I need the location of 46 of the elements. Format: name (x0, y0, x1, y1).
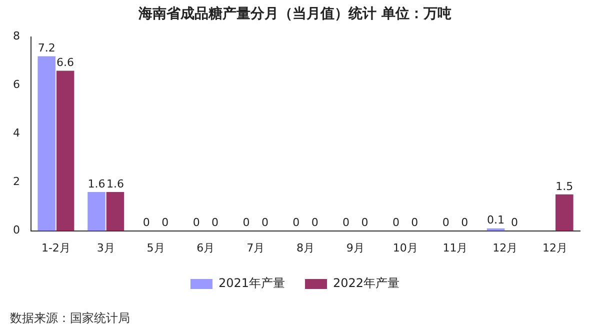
y-tick-label: 0 (13, 224, 20, 237)
x-tick-label: 8月 (296, 241, 314, 254)
data-label: 1.6 (106, 177, 124, 190)
data-label: 0 (242, 216, 250, 230)
x-tick-label: 7月 (246, 241, 265, 254)
x-tick-label: 11月 (442, 241, 468, 254)
data-label: 1.5 (556, 180, 574, 193)
bar (556, 194, 574, 231)
data-label: 0 (442, 216, 450, 230)
data-label: 0 (311, 216, 318, 230)
y-tick-label: 4 (13, 126, 20, 140)
x-tick-label: 12月 (492, 241, 518, 254)
bar (88, 192, 106, 231)
legend-label: 2022年产量 (333, 276, 400, 290)
bar (56, 70, 74, 231)
x-tick-label: 1-2月 (41, 241, 70, 254)
data-label: 0 (510, 216, 518, 230)
data-label: 0 (392, 216, 400, 230)
data-label: 0 (292, 216, 300, 230)
data-label: 0 (192, 216, 200, 230)
x-tick-label: 5月 (146, 241, 165, 254)
data-label: 1.6 (88, 177, 106, 190)
bar (38, 56, 56, 231)
data-label: 0 (411, 216, 418, 230)
data-label: 7.2 (38, 42, 56, 55)
legend-label: 2021年产量 (218, 276, 286, 290)
y-tick-label: 6 (13, 78, 20, 92)
y-tick-label: 8 (13, 30, 20, 43)
chart-title: 海南省成品糖产量分月（当月值）统计 单位：万吨 (138, 5, 452, 22)
data-label: 0 (212, 216, 219, 230)
x-tick-label: 12月 (542, 241, 568, 254)
source-note: 数据来源：国家统计局 (10, 311, 130, 325)
data-label: 0 (142, 216, 150, 230)
x-tick-label: 10月 (392, 241, 418, 254)
x-tick-label: 6月 (196, 241, 215, 254)
data-label: 0 (162, 216, 169, 230)
x-tick-label: 3月 (96, 241, 115, 254)
data-label: 0 (342, 216, 350, 230)
data-label: 0 (461, 216, 468, 230)
data-label: 0.1 (487, 214, 505, 227)
data-label: 6.6 (56, 56, 74, 70)
data-label: 0 (261, 216, 268, 230)
x-tick-label: 9月 (346, 241, 364, 254)
data-label: 0 (361, 216, 368, 230)
y-tick-label: 2 (13, 175, 20, 188)
bar (106, 192, 124, 231)
